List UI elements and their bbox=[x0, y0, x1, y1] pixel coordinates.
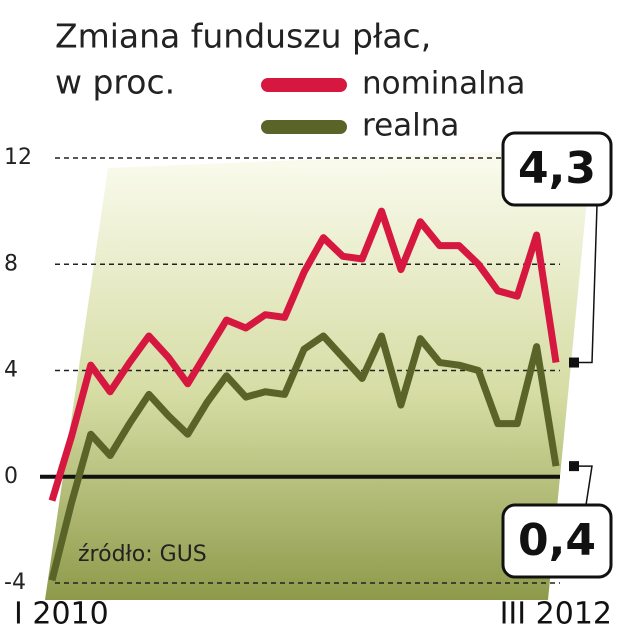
callout-anchor bbox=[569, 461, 579, 472]
y-tick-label: 12 bbox=[4, 145, 32, 170]
callout-leader bbox=[574, 465, 593, 506]
chart-title: Zmiana funduszu płac, bbox=[55, 17, 431, 56]
x-tick-label: III 2012 bbox=[500, 597, 612, 632]
y-tick-label: 4 bbox=[4, 358, 18, 383]
y-tick-label: -4 bbox=[4, 570, 26, 595]
x-tick-label: I 2010 bbox=[14, 597, 109, 632]
plot-background bbox=[45, 148, 592, 600]
legend-label: nominalna bbox=[362, 66, 525, 102]
callout-box bbox=[501, 131, 613, 207]
data-label: 4,3 bbox=[518, 143, 596, 194]
data-line bbox=[48, 332, 560, 582]
callout-anchor bbox=[569, 357, 579, 368]
callout-box bbox=[501, 503, 613, 579]
legend-label: realna bbox=[362, 108, 459, 144]
callout-leader bbox=[574, 204, 598, 364]
chart-title: w proc. bbox=[55, 63, 175, 102]
y-tick-label: 8 bbox=[4, 251, 18, 276]
data-label: 0,4 bbox=[518, 515, 596, 566]
y-tick-label: 0 bbox=[4, 464, 18, 489]
data-line bbox=[48, 207, 560, 502]
source: źródło: GUS bbox=[78, 542, 207, 567]
